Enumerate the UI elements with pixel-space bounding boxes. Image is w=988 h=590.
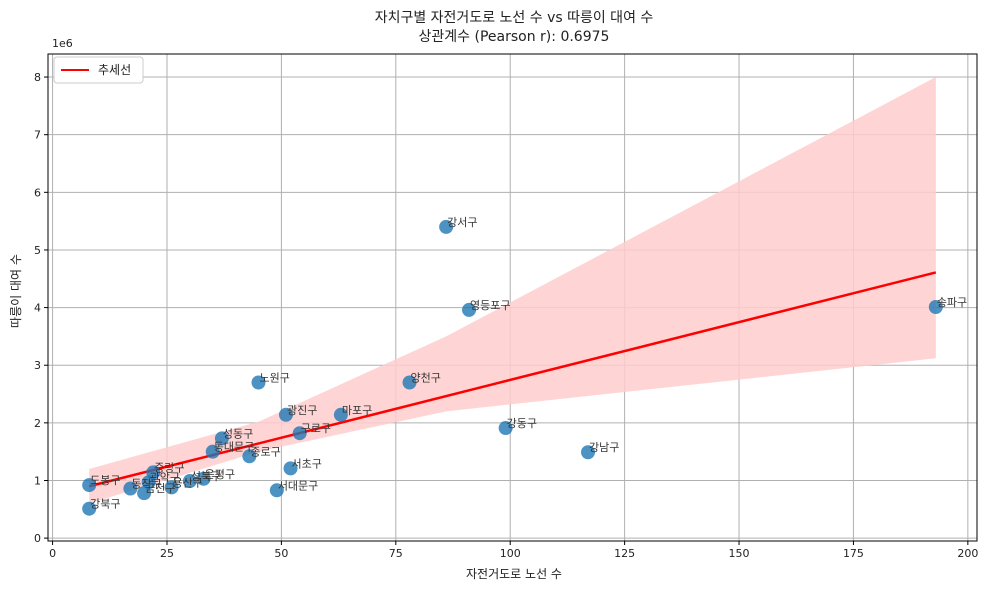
- point-label: 도봉구: [90, 474, 120, 487]
- x-tick-label: 25: [160, 547, 174, 560]
- point-label: 종로구: [250, 445, 280, 458]
- data-point: [205, 444, 220, 459]
- point-label: 성북구: [191, 470, 221, 483]
- confidence-band-layer: [89, 77, 936, 504]
- point-label: 동작구: [131, 478, 161, 491]
- data-point: [402, 375, 417, 390]
- legend-box: [53, 56, 144, 84]
- y-tick-label: 8: [34, 71, 41, 84]
- y-tick-label: 0: [34, 532, 41, 545]
- chart-title: 자치구별 자전거도로 노선 수 vs 따릉이 대여 수: [375, 10, 654, 26]
- data-point: [439, 219, 454, 234]
- data-point: [196, 471, 211, 486]
- data-point: [278, 407, 293, 422]
- confidence-band: [89, 77, 936, 504]
- data-point: [251, 375, 266, 390]
- x-tick-label: 125: [614, 547, 635, 560]
- point-label: 서대문구: [278, 479, 318, 492]
- axis-ticks: 0 25 50 75 100 125 150 175 200 0 1 2 3 4 5 6 7 8: [34, 71, 978, 560]
- point-label: 은평구: [205, 468, 235, 481]
- data-point: [82, 501, 97, 516]
- x-tick-label: 50: [274, 547, 288, 560]
- point-label: 구로구: [301, 422, 331, 435]
- point-label: 영등포구: [470, 299, 510, 312]
- data-point: [498, 421, 513, 436]
- point-label: 양천구: [411, 371, 441, 385]
- x-tick-label: 100: [500, 547, 521, 560]
- data-point: [242, 449, 257, 464]
- data-point: [164, 480, 179, 495]
- data-point: [283, 461, 298, 476]
- point-label: 서초구: [292, 457, 322, 470]
- data-point: [123, 481, 138, 496]
- data-point: [137, 486, 152, 501]
- trend-line-layer: [88, 271, 937, 488]
- y-tick-label: 1: [34, 474, 41, 487]
- data-point: [333, 407, 348, 422]
- point-label: 노원구: [260, 372, 290, 385]
- point-label: 강서구: [447, 216, 477, 229]
- x-tick-label: 150: [729, 547, 750, 560]
- x-tick-label: 0: [49, 547, 56, 560]
- data-point: [462, 302, 477, 317]
- trend-line: [88, 271, 937, 488]
- point-label: 중랑구: [154, 461, 184, 474]
- point-label: 강동구: [507, 417, 537, 430]
- point-label: 성동구: [223, 427, 253, 440]
- point-label: 강남구: [589, 441, 619, 454]
- data-points-layer: [82, 219, 943, 516]
- x-axis-label: 자전거도로 노선 수: [466, 567, 562, 581]
- y-tick-label: 7: [34, 129, 41, 142]
- y-axis-label: 따릉이 대여 수: [9, 254, 23, 328]
- legend-entry-trend: 추세선: [98, 63, 131, 77]
- y-tick-label: 2: [34, 417, 41, 430]
- x-tick-label: 175: [843, 547, 864, 560]
- x-tick-label: 200: [957, 547, 978, 560]
- data-point: [581, 445, 596, 460]
- data-point: [269, 483, 284, 498]
- chart-subtitle: 상관계수 (Pearson r): 0.6975: [419, 29, 610, 45]
- y-tick-label: 6: [34, 186, 41, 199]
- point-label: 송파구: [937, 296, 967, 309]
- y-tick-label: 3: [34, 359, 41, 372]
- x-tick-label: 75: [389, 547, 403, 560]
- legend: 추세선: [53, 56, 144, 84]
- data-point: [214, 431, 229, 446]
- data-point: [928, 300, 943, 315]
- data-point: [82, 478, 97, 493]
- point-label: 강북구: [90, 498, 120, 511]
- point-label: 관악구: [150, 471, 180, 484]
- data-point: [182, 474, 197, 489]
- y-tick-label: 5: [34, 244, 41, 257]
- plot-frame: [47, 53, 978, 542]
- point-label: 마포구: [342, 404, 372, 417]
- y-tick-label: 4: [34, 302, 41, 315]
- y-scale-note: 1e6: [52, 37, 73, 50]
- point-label: 동대문구: [214, 441, 254, 454]
- point-label: 용산구: [173, 476, 203, 489]
- point-label: 광진구: [287, 404, 317, 417]
- data-point: [292, 426, 307, 441]
- point-label: 금천구: [145, 481, 175, 495]
- data-point: [141, 475, 156, 490]
